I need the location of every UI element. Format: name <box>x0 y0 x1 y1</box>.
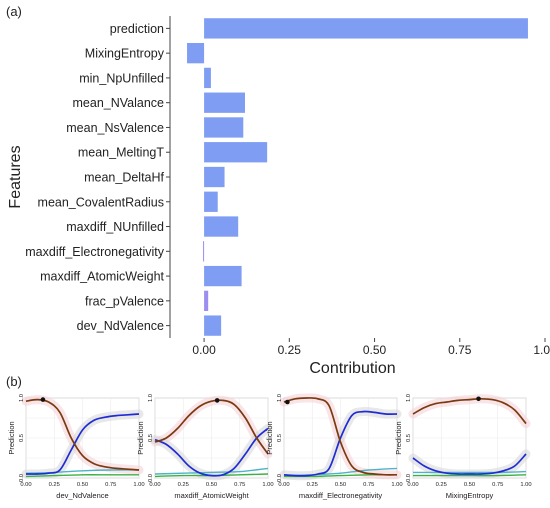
x-tick-label: 0.25 <box>178 482 189 488</box>
x-tick-label-2: 0.50 <box>363 343 387 357</box>
line-panel-1: 0.00 0.25 0.50 0.75 1.00 0.0 0.5 1.0 dev_NdValen… <box>7 394 145 500</box>
series-brown <box>25 398 140 471</box>
series-blue <box>25 413 140 475</box>
y-tick-label-maxdiff_NUnfilled: maxdiff_NUnfilled <box>66 220 164 234</box>
bar-prediction <box>204 18 528 39</box>
bar-MixingEntropy <box>187 42 205 64</box>
y-tick-label: 0.0 <box>277 474 283 482</box>
x-tick-label-1: 0.25 <box>278 343 302 357</box>
x-tick-label-3: 0.75 <box>448 343 472 357</box>
x-axis-label: Contribution <box>309 360 395 377</box>
y-tick-label: 0.5 <box>406 434 412 442</box>
y-tick-label-MixingEntropy: MixingEntropy <box>85 47 165 61</box>
x-tick-label: 1.00 <box>520 482 531 488</box>
y-tick-label-maxdiff_Electronegativity: maxdiff_Electronegativity <box>25 245 164 259</box>
x-axis-label: dev_NdValence <box>56 491 108 500</box>
y-axis-label: Prediction <box>136 421 145 454</box>
x-tick-label: 0.25 <box>307 482 318 488</box>
y-tick-label-min_NpUnfilled: min_NpUnfilled <box>79 71 164 85</box>
x-tick-label: 0.00 <box>278 482 289 488</box>
y-tick-label: 0.5 <box>19 434 25 442</box>
y-tick-label: 1.0 <box>19 394 25 402</box>
bar-mean_MeltingT <box>204 142 268 163</box>
x-tick-label: 0.75 <box>363 482 374 488</box>
x-tick-label: 0.00 <box>407 482 418 488</box>
x-tick-label: 0.75 <box>234 482 245 488</box>
series-teal <box>25 469 140 474</box>
x-axis-label: maxdiff_Electronegativity <box>299 491 382 500</box>
bar-dev_NdValence <box>204 315 222 336</box>
marker-point <box>214 398 220 403</box>
x-tick-label: 0.50 <box>335 482 346 488</box>
y-axis-label: Prediction <box>7 421 16 454</box>
series-brown <box>283 397 398 476</box>
y-tick-label-mean_DeltaHf: mean_DeltaHf <box>84 171 164 185</box>
x-tick-label: 0.00 <box>149 482 160 488</box>
y-tick-label-mean_NsValence: mean_NsValence <box>66 121 164 135</box>
series-brown <box>154 399 269 455</box>
x-tick-label: 0.50 <box>464 482 475 488</box>
y-tick-label: 0.0 <box>19 474 25 482</box>
x-axis-label: maxdiff_AtomicWeight <box>174 491 249 500</box>
bar-mean_NsValence <box>204 117 244 138</box>
x-tick-label: 0.75 <box>105 482 116 488</box>
marker-point <box>476 396 481 402</box>
series-blue <box>283 410 398 477</box>
y-tick-label-maxdiff_AtomicWeight: maxdiff_AtomicWeight <box>40 270 164 284</box>
y-tick-label-mean_MeltingT: mean_MeltingT <box>78 146 165 160</box>
x-tick-label-0: 0.00 <box>192 343 216 357</box>
marker-point <box>40 397 46 402</box>
x-tick-label: 1.00 <box>262 482 273 488</box>
y-tick-label: 0.5 <box>277 434 283 442</box>
x-tick-label: 0.25 <box>49 482 60 488</box>
bar-mean_CovalentRadius <box>204 191 218 212</box>
series-green <box>25 474 139 478</box>
y-tick-label-dev_NdValence: dev_NdValence <box>77 319 164 333</box>
bar-frac_pValence <box>204 290 209 312</box>
series-brown <box>412 397 527 425</box>
bar-maxdiff_Electronegativity <box>203 241 205 262</box>
panel-label-b: (b) <box>6 374 22 389</box>
bar-maxdiff_NUnfilled <box>204 216 239 237</box>
y-tick-label: 0.0 <box>148 474 154 482</box>
bar-maxdiff_AtomicWeight <box>204 265 242 287</box>
x-axis-label: MixingEntropy <box>446 491 494 500</box>
series-blue <box>154 427 269 477</box>
x-tick-label: 0.50 <box>77 482 88 488</box>
x-tick-label: 1.00 <box>391 482 402 488</box>
series-teal <box>154 467 269 475</box>
y-tick-label: 1.0 <box>148 394 154 402</box>
bar-mean_DeltaHf <box>204 166 225 188</box>
series-teal <box>413 470 527 474</box>
x-tick-label: 0.50 <box>206 482 217 488</box>
bar-min_NpUnfilled <box>204 67 211 89</box>
x-tick-label: 1.00 <box>133 482 144 488</box>
y-tick-label: 1.0 <box>277 394 283 402</box>
y-tick-label-prediction: prediction <box>110 22 164 36</box>
x-tick-label: 0.75 <box>492 482 503 488</box>
bar-chart: prediction MixingEntropy min_NpUnfilledmea… <box>7 16 550 377</box>
marker-point <box>285 399 290 405</box>
panel-label-a: (a) <box>6 4 22 19</box>
x-tick-label: 0.00 <box>20 482 31 488</box>
line-chart-panels: 0.00 0.25 0.50 0.75 1.00 0.0 0.5 1.0 dev_NdValen… <box>7 393 532 500</box>
line-panel-4: 0.00 0.25 0.50 0.75 1.00 0.0 0.5 1.0 MixingEntro… <box>394 394 532 500</box>
y-axis-label: Features <box>7 145 24 208</box>
x-tick-label-4: 1.00 <box>533 343 550 357</box>
line-panel-3: 0.00 0.25 0.50 0.75 1.00 0.0 0.5 1.0 maxdiff_Ele… <box>265 393 403 500</box>
series-blue <box>412 453 527 475</box>
y-tick-label-mean_CovalentRadius: mean_CovalentRadius <box>38 195 164 209</box>
y-tick-label-frac_pValence: frac_pValence <box>85 294 164 308</box>
y-tick-label: 0.0 <box>406 474 412 482</box>
y-tick-label: 0.5 <box>148 434 154 442</box>
y-axis-label: Prediction <box>394 421 403 454</box>
y-axis-label: Prediction <box>265 421 274 454</box>
series-green <box>413 474 527 477</box>
bar-mean_NValance <box>204 92 245 113</box>
line-panel-2: 0.00 0.25 0.50 0.75 1.00 0.0 0.5 1.0 maxdiff_Ato… <box>136 394 274 500</box>
x-tick-label: 0.25 <box>436 482 447 488</box>
y-tick-label: 1.0 <box>406 394 412 402</box>
y-tick-label-mean_NValance: mean_NValance <box>73 96 165 110</box>
